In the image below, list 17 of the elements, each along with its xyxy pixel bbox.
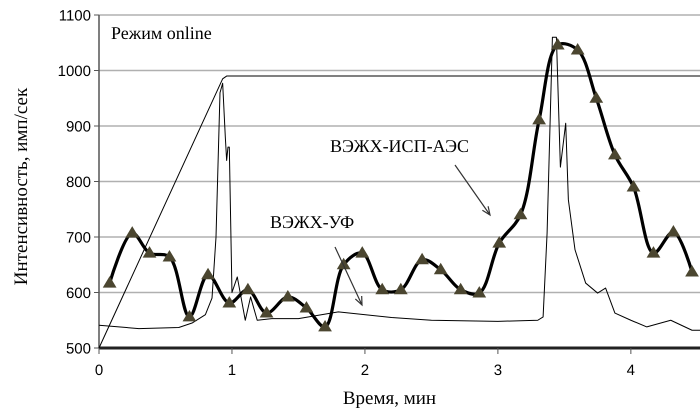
y-tick-label: 600 — [66, 284, 91, 302]
x-tick-label: 1 — [228, 362, 236, 379]
x-axis-title: Время, мин — [342, 388, 436, 409]
y-tick-label: 1000 — [58, 62, 91, 80]
y-tick-label: 900 — [66, 118, 91, 136]
annotation: Режим online — [111, 23, 212, 43]
y-tick-label: 500 — [66, 340, 91, 358]
annotation: ВЭЖХ-УФ — [270, 212, 354, 232]
x-tick-label: 0 — [94, 362, 104, 379]
x-tick-label: 3 — [494, 362, 502, 379]
y-axis-title: Интенсивность, имп/сек — [11, 87, 32, 286]
annotation: ВЭЖХ-ИСП-АЭС — [330, 136, 469, 156]
x-tick-label: 2 — [360, 362, 370, 379]
y-tick-label: 1100 — [58, 7, 91, 24]
y-tick-label: 800 — [66, 174, 91, 191]
y-tick-label: 700 — [66, 229, 91, 246]
x-tick-label: 4 — [626, 362, 636, 379]
